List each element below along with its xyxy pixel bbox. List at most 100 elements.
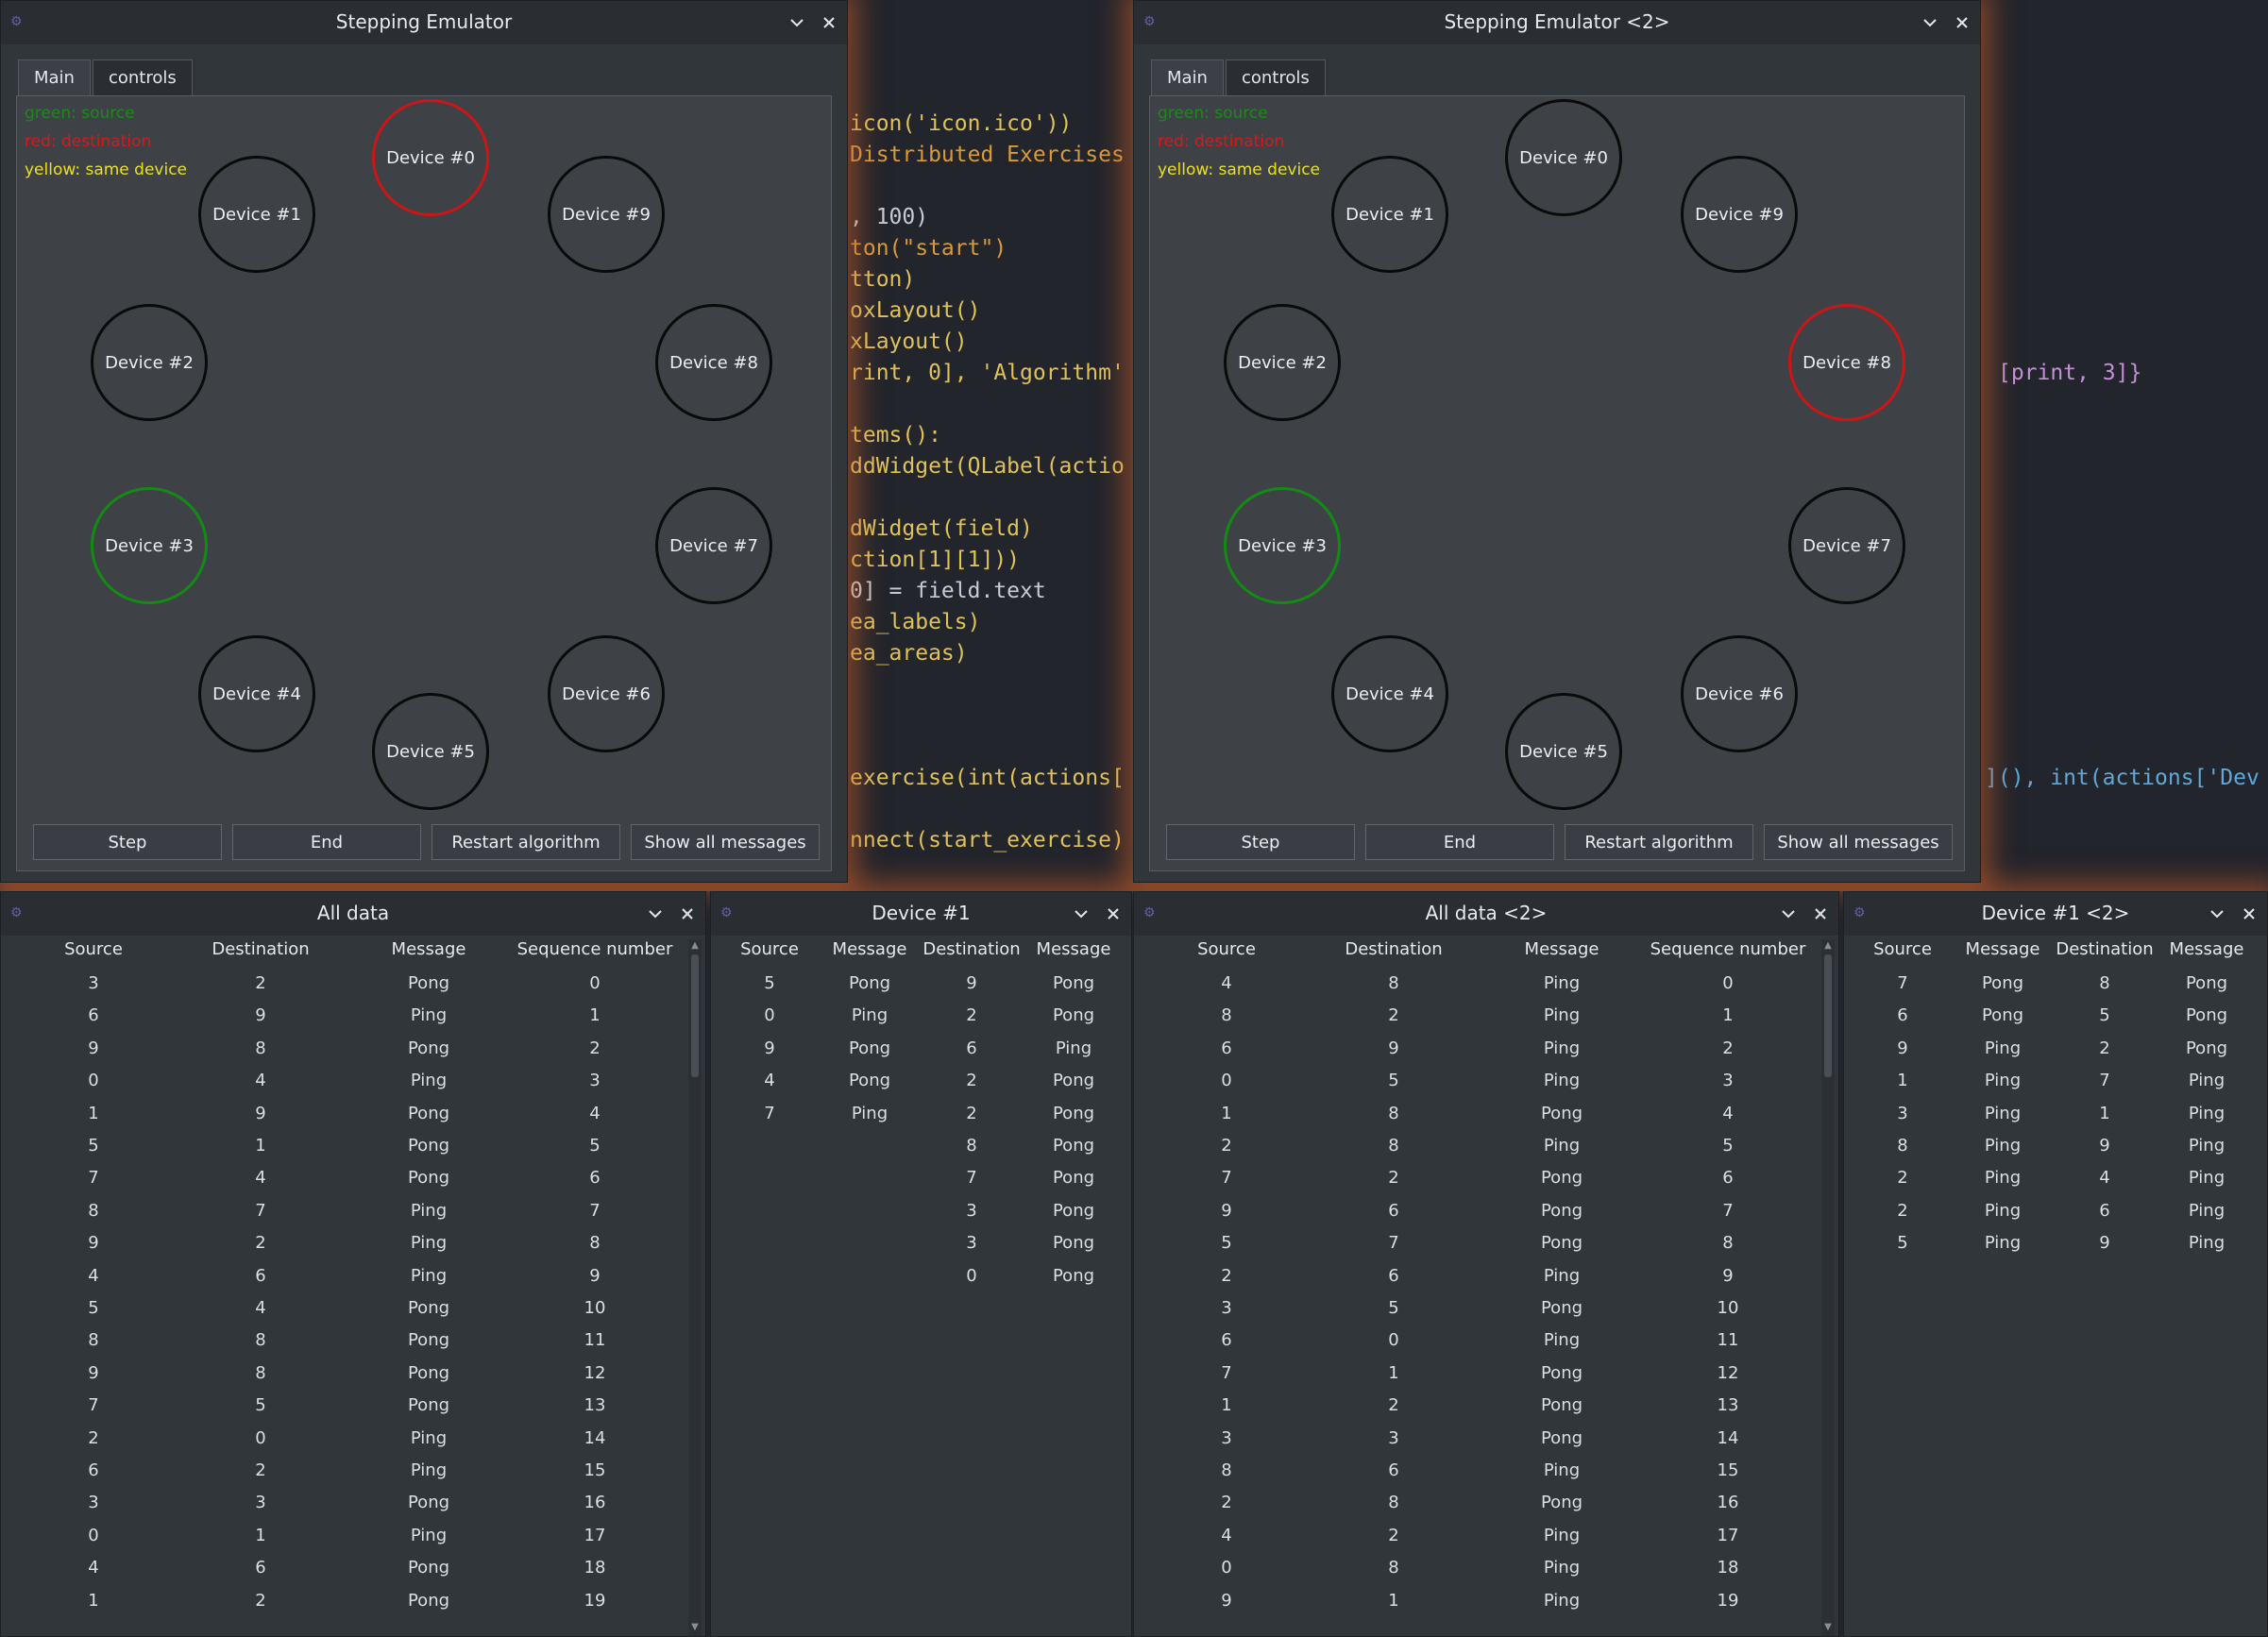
table-row[interactable]: 4 6 Pong 18 <box>1 1554 705 1586</box>
table-row[interactable]: 3 2 Pong 0 <box>1 970 705 1002</box>
minimize-chevron-icon[interactable] <box>1067 900 1095 928</box>
restart-algorithm-button[interactable]: Restart algorithm <box>1565 824 1753 860</box>
table-row[interactable]: 8 Ping 9 Ping <box>1844 1132 2267 1164</box>
end-button[interactable]: End <box>232 824 421 860</box>
close-icon[interactable] <box>1948 8 1976 37</box>
table-row[interactable]: 5 4 Pong 10 <box>1 1294 705 1326</box>
table-row[interactable]: 8 7 Ping 7 <box>1 1197 705 1229</box>
tab-main[interactable]: Main <box>18 59 91 97</box>
table-row[interactable]: 8 2 Ping 1 <box>1134 1002 1838 1034</box>
minimize-chevron-icon[interactable] <box>2203 900 2231 928</box>
table-row[interactable]: 7 Ping 2 Pong <box>711 1100 1131 1132</box>
column-header[interactable]: Message <box>1965 939 2040 959</box>
device-node-4[interactable]: Device #4 <box>198 635 315 752</box>
tab-main[interactable]: Main <box>1151 59 1224 97</box>
column-header[interactable]: Destination <box>922 939 1021 959</box>
table-row[interactable]: 2 6 Ping 9 <box>1134 1262 1838 1294</box>
table-row[interactable]: 6 9 Ping 1 <box>1 1002 705 1034</box>
table-row[interactable]: 2 8 Ping 5 <box>1134 1132 1838 1164</box>
close-icon[interactable] <box>1099 900 1127 928</box>
scroll-down-icon[interactable]: ▼ <box>691 1622 699 1632</box>
scroll-up-icon[interactable]: ▲ <box>691 940 699 951</box>
table-row[interactable]: 4 2 Ping 17 <box>1134 1522 1838 1554</box>
table-row[interactable]: 8 6 Ping 15 <box>1134 1457 1838 1489</box>
table-row[interactable]: 7 2 Pong 6 <box>1134 1164 1838 1196</box>
table-row[interactable]: 9 2 Ping 8 <box>1 1229 705 1261</box>
table-row[interactable]: 4 6 Ping 9 <box>1 1262 705 1294</box>
show-all-messages-button[interactable]: Show all messages <box>631 824 820 860</box>
device-node-4[interactable]: Device #4 <box>1331 635 1448 752</box>
close-icon[interactable] <box>1806 900 1835 928</box>
table-row[interactable]: 3 5 Pong 10 <box>1134 1294 1838 1326</box>
column-header[interactable]: Source <box>64 939 123 959</box>
device-node-6[interactable]: Device #6 <box>1681 635 1798 752</box>
column-header[interactable]: Sequence number <box>1650 939 1806 959</box>
vertical-scrollbar[interactable]: ▲ ▼ <box>688 939 702 1636</box>
table-row[interactable]: 0 1 Ping 17 <box>1 1522 705 1554</box>
table-row[interactable]: 0 4 Ping 3 <box>1 1067 705 1099</box>
table-row[interactable]: 4 8 Ping 0 <box>1134 970 1838 1002</box>
column-header[interactable]: Message <box>2169 939 2244 959</box>
table-row[interactable]: 0 Pong <box>711 1262 1131 1294</box>
table-row[interactable]: 2 Ping 4 Ping <box>1844 1164 2267 1196</box>
step-button[interactable]: Step <box>33 824 222 860</box>
end-button[interactable]: End <box>1365 824 1554 860</box>
device-node-7[interactable]: Device #7 <box>1788 487 1905 604</box>
device-node-5[interactable]: Device #5 <box>1505 693 1622 810</box>
table-row[interactable]: 1 2 Pong 13 <box>1134 1392 1838 1424</box>
table-row[interactable]: 5 1 Pong 5 <box>1 1132 705 1164</box>
table-row[interactable]: 7 Pong 8 Pong <box>1844 970 2267 1002</box>
table-row[interactable]: 9 6 Pong 7 <box>1134 1197 1838 1229</box>
table-row[interactable]: 4 Pong 2 Pong <box>711 1067 1131 1099</box>
table-row[interactable]: 9 1 Ping 19 <box>1134 1587 1838 1619</box>
table-row[interactable]: 3 Ping 1 Ping <box>1844 1100 2267 1132</box>
scroll-up-icon[interactable]: ▲ <box>1824 940 1832 951</box>
table-row[interactable]: 9 8 Pong 12 <box>1 1359 705 1392</box>
table-row[interactable]: 0 8 Ping 18 <box>1134 1554 1838 1586</box>
close-icon[interactable] <box>673 900 702 928</box>
table-row[interactable]: 9 Ping 2 Pong <box>1844 1035 2267 1067</box>
column-header[interactable]: Source <box>1197 939 1256 959</box>
table-row[interactable]: 1 8 Pong 4 <box>1134 1100 1838 1132</box>
column-header[interactable]: Destination <box>1345 939 1443 959</box>
column-header[interactable]: Message <box>391 939 466 959</box>
table-row[interactable]: 7 Pong <box>711 1164 1131 1196</box>
device-node-8[interactable]: Device #8 <box>655 304 772 421</box>
column-header[interactable]: Message <box>832 939 907 959</box>
table-row[interactable]: 6 9 Ping 2 <box>1134 1035 1838 1067</box>
step-button[interactable]: Step <box>1166 824 1355 860</box>
device-node-0[interactable]: Device #0 <box>372 99 489 216</box>
table-row[interactable]: 0 Ping 2 Pong <box>711 1002 1131 1034</box>
column-header[interactable]: Sequence number <box>516 939 673 959</box>
device-node-1[interactable]: Device #1 <box>198 156 315 273</box>
device-node-5[interactable]: Device #5 <box>372 693 489 810</box>
title-bar[interactable]: ⚙ All data <box>1 892 705 936</box>
tab-controls[interactable]: controls <box>92 59 193 95</box>
table-row[interactable]: 1 9 Pong 4 <box>1 1100 705 1132</box>
minimize-chevron-icon[interactable] <box>783 8 811 37</box>
scrollbar-thumb[interactable] <box>691 954 699 1077</box>
scroll-down-icon[interactable]: ▼ <box>1824 1622 1832 1632</box>
column-header[interactable]: Source <box>740 939 799 959</box>
table-row[interactable]: 3 Pong <box>711 1197 1131 1229</box>
table-row[interactable]: 8 Pong <box>711 1132 1131 1164</box>
column-header[interactable]: Destination <box>2056 939 2154 959</box>
show-all-messages-button[interactable]: Show all messages <box>1764 824 1953 860</box>
table-row[interactable]: 3 3 Pong 14 <box>1134 1425 1838 1457</box>
table-row[interactable]: 2 Ping 6 Ping <box>1844 1197 2267 1229</box>
table-row[interactable]: 0 5 Ping 3 <box>1134 1067 1838 1099</box>
table-row[interactable]: 8 8 Pong 11 <box>1 1326 705 1359</box>
device-node-9[interactable]: Device #9 <box>548 156 665 273</box>
column-header[interactable]: Message <box>1036 939 1111 959</box>
scrollbar-thumb[interactable] <box>1824 954 1832 1077</box>
minimize-chevron-icon[interactable] <box>1916 8 1944 37</box>
table-row[interactable]: 3 3 Pong 16 <box>1 1489 705 1521</box>
device-node-0[interactable]: Device #0 <box>1505 99 1622 216</box>
device-node-6[interactable]: Device #6 <box>548 635 665 752</box>
table-row[interactable]: 5 7 Pong 8 <box>1134 1229 1838 1261</box>
title-bar[interactable]: ⚙ Stepping Emulator <box>1 1 847 44</box>
table-row[interactable]: 6 0 Ping 11 <box>1134 1326 1838 1359</box>
title-bar[interactable]: ⚙ Device #1 <2> <box>1844 892 2267 936</box>
table-row[interactable]: 1 Ping 7 Ping <box>1844 1067 2267 1099</box>
table-row[interactable]: 9 Pong 6 Ping <box>711 1035 1131 1067</box>
